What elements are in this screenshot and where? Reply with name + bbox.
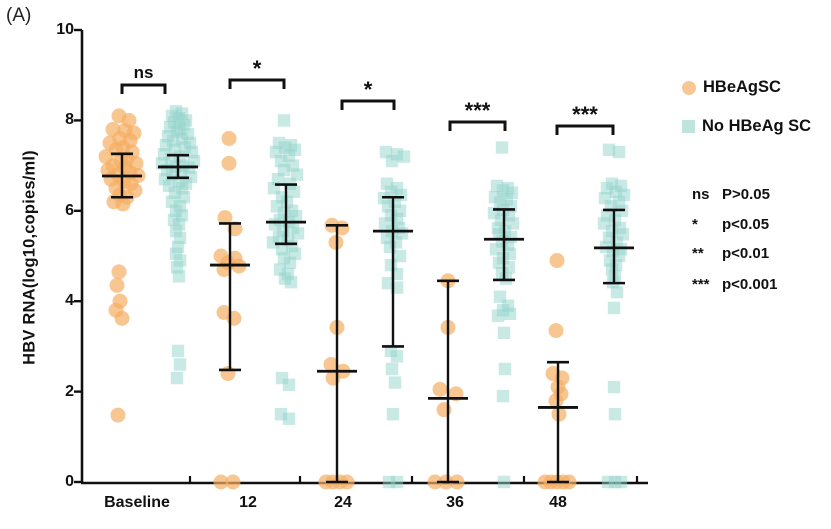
panel-label: (A): [6, 5, 32, 26]
y-tick-label-2: 2: [65, 383, 74, 400]
key-symbol: **: [692, 245, 704, 262]
significance-key-row-3star: *** p<0.001: [692, 276, 777, 293]
legend-item-no-hbeagsc: No HBeAg SC: [682, 117, 811, 136]
key-text: p<0.05: [722, 216, 770, 233]
data-point: [610, 285, 624, 299]
x-axis-label-24: 24: [334, 494, 352, 511]
data-point: [115, 196, 131, 212]
significance-bracket: [120, 83, 167, 94]
key-text: p<0.01: [722, 245, 770, 262]
data-point: [227, 221, 243, 237]
data-point: [397, 150, 411, 163]
data-point: [612, 145, 626, 159]
significance-bracket: [228, 78, 286, 89]
data-point: [614, 475, 628, 489]
legend-circle-marker-icon: [682, 80, 696, 95]
data-point: [277, 114, 291, 127]
significance-bracket: [555, 124, 615, 135]
data-point: [284, 276, 298, 289]
key-text: p<0.001: [722, 276, 778, 293]
data-point: [607, 301, 621, 315]
data-point: [548, 393, 564, 409]
data-point: [385, 362, 399, 376]
data-point: [503, 307, 517, 321]
data-point: [390, 350, 404, 363]
data-point: [602, 143, 616, 156]
data-point: [492, 256, 506, 269]
data-point: [498, 362, 512, 376]
data-point: [549, 253, 565, 269]
legend-item-hbeagsc: HBeAgSC: [682, 78, 781, 97]
significance-key-row-ns: ns P>0.05: [692, 186, 770, 203]
significance-label: *: [364, 77, 373, 102]
significance-label: *: [253, 56, 262, 81]
significance-key-row-1star: * p<0.05: [692, 216, 769, 233]
y-tick-label-4: 4: [65, 292, 74, 309]
data-point: [291, 227, 305, 240]
key-symbol: ***: [692, 276, 710, 293]
data-point: [226, 310, 242, 326]
data-point: [499, 272, 513, 285]
data-point: [172, 270, 186, 283]
legend-label: HBeAgSC: [703, 78, 781, 96]
data-point: [217, 210, 233, 226]
data-point: [282, 378, 296, 392]
data-point: [170, 371, 184, 385]
data-point: [388, 376, 402, 389]
data-point: [495, 141, 509, 154]
data-point: [325, 370, 341, 386]
data-point: [323, 356, 339, 372]
data-point: [173, 358, 187, 371]
data-point: [225, 474, 241, 490]
y-tick-label-10: 10: [56, 21, 74, 38]
significance-label: ***: [572, 102, 598, 127]
data-point: [171, 344, 185, 358]
y-tick-label-0: 0: [65, 473, 74, 490]
data-point: [432, 381, 448, 397]
data-point: [497, 326, 511, 340]
data-point: [221, 130, 237, 146]
legend-label: No HBeAg SC: [702, 117, 812, 135]
key-symbol: *: [692, 216, 698, 233]
data-point: [282, 412, 296, 425]
y-tick-label-6: 6: [65, 202, 74, 219]
data-point: [109, 277, 125, 293]
data-point: [111, 264, 127, 280]
data-point: [427, 474, 443, 490]
significance-bracket: [340, 99, 396, 110]
data-point: [607, 380, 621, 394]
data-point: [386, 408, 400, 421]
data-point: [110, 407, 126, 423]
legend-square-marker-icon: [682, 120, 695, 133]
data-point: [548, 323, 564, 339]
data-point: [114, 310, 130, 326]
data-point: [220, 366, 236, 382]
significance-label: ns: [134, 63, 154, 82]
data-point: [496, 389, 510, 403]
significance-label: ***: [465, 98, 491, 123]
data-point: [221, 155, 237, 171]
data-point: [497, 475, 511, 489]
key-text: P>0.05: [722, 186, 770, 203]
data-point: [385, 154, 399, 168]
data-point: [608, 408, 622, 421]
x-axis-label-36: 36: [446, 494, 464, 511]
data-point: [390, 475, 404, 489]
y-axis-title: HBV RNA(log10,copies/ml): [20, 150, 39, 365]
x-axis-label-48: 48: [549, 494, 567, 511]
x-axis-label-baseline: Baseline: [104, 494, 170, 511]
data-point: [283, 256, 297, 269]
significance-bracket: [448, 120, 507, 131]
x-axis-label-12: 12: [239, 494, 257, 511]
data-point: [287, 185, 301, 199]
key-symbol: ns: [692, 186, 710, 203]
significance-key-row-2star: ** p<0.01: [692, 245, 769, 262]
y-tick-label-8: 8: [65, 111, 74, 128]
data-point: [491, 309, 505, 322]
data-point: [436, 402, 452, 418]
data-point: [213, 474, 229, 490]
